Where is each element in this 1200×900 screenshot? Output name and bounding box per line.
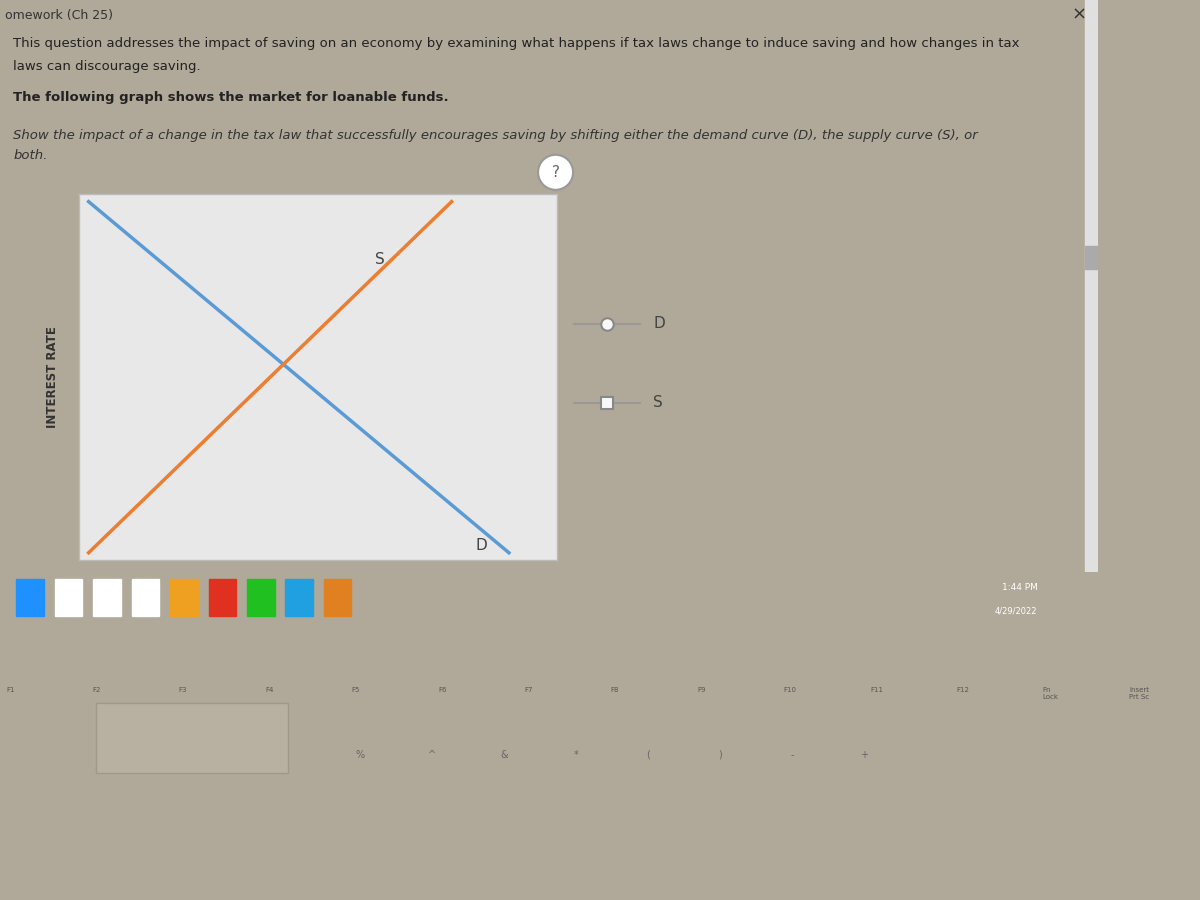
Text: ): ) xyxy=(718,750,722,760)
Text: *: * xyxy=(574,750,578,760)
Text: F3: F3 xyxy=(179,688,187,693)
Text: laws can discourage saving.: laws can discourage saving. xyxy=(13,60,200,73)
Text: ^: ^ xyxy=(428,750,436,760)
Text: D: D xyxy=(653,317,665,331)
Text: (: ( xyxy=(646,750,650,760)
Text: 4/29/2022: 4/29/2022 xyxy=(995,607,1038,616)
Text: The following graph shows the market for loanable funds.: The following graph shows the market for… xyxy=(13,92,449,104)
Text: F8: F8 xyxy=(611,688,619,693)
Text: ×: × xyxy=(1072,5,1087,23)
Circle shape xyxy=(538,155,574,190)
Bar xyxy=(96,704,288,773)
Text: -: - xyxy=(791,750,793,760)
Text: F5: F5 xyxy=(352,688,360,693)
Text: F1: F1 xyxy=(6,688,14,693)
Text: F2: F2 xyxy=(92,688,101,693)
Text: F7: F7 xyxy=(524,688,533,693)
Text: both.: both. xyxy=(13,148,48,162)
Text: F4: F4 xyxy=(265,688,274,693)
Text: ?: ? xyxy=(552,165,559,180)
Text: %: % xyxy=(355,750,365,760)
Bar xyxy=(247,580,275,616)
Text: &: & xyxy=(500,750,508,760)
Bar xyxy=(132,580,160,616)
Text: F11: F11 xyxy=(870,688,883,693)
Text: D: D xyxy=(475,538,487,553)
Text: F6: F6 xyxy=(438,688,446,693)
Bar xyxy=(286,580,313,616)
Text: This question addresses the impact of saving on an economy by examining what hap: This question addresses the impact of sa… xyxy=(13,37,1020,50)
Bar xyxy=(94,580,121,616)
Bar xyxy=(17,580,44,616)
Bar xyxy=(55,580,83,616)
Text: F10: F10 xyxy=(784,688,797,693)
Text: +: + xyxy=(860,750,868,760)
Text: Fn
Lock: Fn Lock xyxy=(1043,688,1058,700)
Text: 1:44 PM: 1:44 PM xyxy=(1002,582,1038,591)
Bar xyxy=(1085,0,1098,572)
Text: S: S xyxy=(376,253,385,267)
Text: INTEREST RATE: INTEREST RATE xyxy=(47,327,59,428)
Bar xyxy=(324,580,352,616)
Text: Show the impact of a change in the tax law that successfully encourages saving b: Show the impact of a change in the tax l… xyxy=(13,129,978,141)
Bar xyxy=(170,580,198,616)
Text: F12: F12 xyxy=(956,688,970,693)
Text: omework (Ch 25): omework (Ch 25) xyxy=(6,9,114,22)
Text: Insert
Prt Sc: Insert Prt Sc xyxy=(1129,688,1150,700)
Bar xyxy=(209,580,236,616)
Bar xyxy=(1085,246,1098,268)
Text: S: S xyxy=(653,395,664,410)
Text: F9: F9 xyxy=(697,688,706,693)
